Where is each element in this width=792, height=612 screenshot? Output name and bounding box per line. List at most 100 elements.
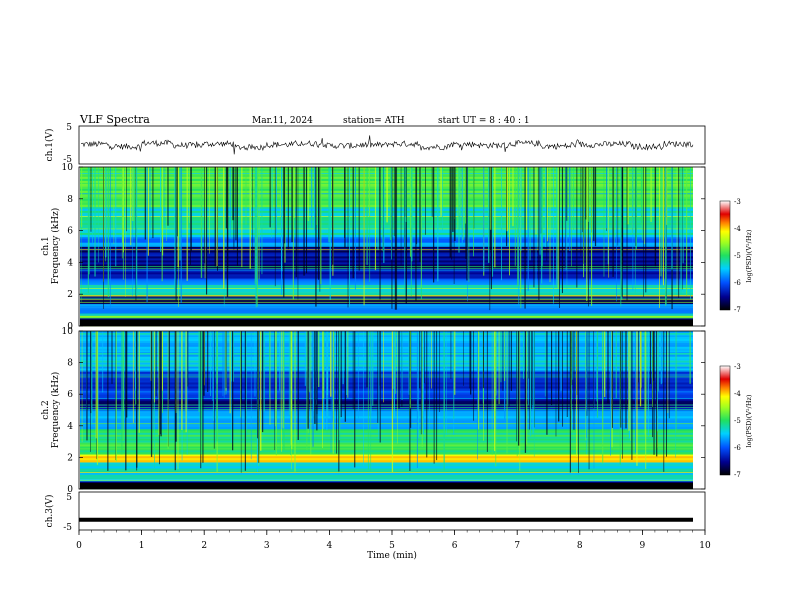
ch1-colorbar-tick-1: -3 — [734, 198, 741, 206]
spectrogram-streak — [538, 167, 540, 300]
spectrogram-streak — [222, 331, 224, 397]
spectrogram-streak — [454, 167, 456, 241]
spectrogram-streak — [230, 331, 232, 443]
spectrogram-band — [80, 470, 693, 474]
spectrogram-band — [80, 392, 693, 395]
spectrogram-streak — [416, 331, 418, 468]
spectrogram-streak — [490, 167, 492, 290]
spectrogram-band — [80, 388, 693, 391]
spectrogram-streak — [440, 167, 442, 216]
spectrogram-streak — [690, 167, 691, 300]
spectrogram-streak — [553, 167, 554, 304]
spectrogram-streak — [529, 331, 532, 437]
spectrogram-streak — [546, 167, 548, 261]
spectrogram-band — [80, 228, 693, 232]
spectrogram-streak — [405, 167, 407, 304]
spectrogram-streak — [311, 167, 313, 228]
spectrogram-band — [80, 272, 693, 275]
spectrogram-streak — [483, 331, 484, 389]
spectrogram-streak — [603, 167, 605, 277]
spectrogram-streak — [446, 331, 447, 436]
frequency-tick-label: 10 — [62, 163, 74, 173]
spectrogram-band — [80, 270, 693, 273]
spectrogram-band — [80, 474, 693, 478]
spectrogram-line — [80, 297, 693, 299]
spectrogram-line — [80, 414, 693, 416]
spectrogram-streak — [539, 167, 541, 255]
spectrogram-streak — [565, 167, 566, 268]
spectrogram-streak — [199, 331, 201, 433]
spectrogram-streak — [166, 167, 167, 241]
spectrogram-band — [80, 346, 693, 350]
spectrogram-streak — [625, 331, 627, 429]
ch1-trace — [80, 135, 694, 155]
spectrogram-streak — [257, 167, 259, 307]
spectrogram-streak — [344, 331, 346, 422]
spectrogram-streak — [586, 167, 588, 230]
spectrogram-streak — [578, 331, 579, 473]
spectrogram-streak — [281, 167, 283, 272]
spectrogram-streak — [133, 167, 135, 226]
time-tick-label: 3 — [264, 541, 270, 551]
spectrogram-streak — [585, 167, 587, 220]
spectrogram-streak — [315, 167, 317, 307]
spectrogram-streak — [115, 331, 116, 460]
spectrogram-band — [80, 400, 693, 403]
spectrogram-band — [80, 452, 693, 455]
spectrogram-streak — [258, 167, 260, 280]
spectrogram-streak — [467, 167, 468, 302]
spectrogram-streak — [81, 331, 83, 443]
spectrogram-streak — [190, 167, 191, 265]
spectrogram-streak — [396, 167, 398, 310]
spectrogram-streak — [488, 167, 490, 263]
spectrogram-streak — [661, 331, 663, 384]
spectrogram-streak — [115, 167, 117, 267]
spectrogram-streak — [678, 167, 680, 298]
spectrogram-streak — [641, 167, 643, 241]
spectrogram-streak — [689, 331, 691, 384]
spectrogram-streak — [676, 167, 678, 290]
spectrogram-streak — [233, 331, 234, 382]
spectrogram-streak — [240, 331, 241, 418]
spectrogram-streak — [501, 167, 502, 281]
spectrogram-streak — [191, 167, 192, 251]
spectrogram-streak — [314, 167, 316, 231]
spectrogram-streak — [523, 331, 524, 379]
spectrogram-streak — [244, 331, 246, 471]
spectrogram-streak — [271, 167, 273, 224]
spectrogram-band — [80, 295, 693, 299]
spectrogram-streak — [160, 331, 162, 437]
spectrogram-line — [80, 299, 693, 301]
spectrogram-band — [80, 278, 693, 281]
spectrogram-streak — [570, 331, 572, 433]
spectrogram-streak — [363, 331, 364, 467]
spectrogram-band — [80, 434, 693, 438]
spectrogram-streak — [404, 167, 406, 296]
spectrogram-line — [80, 423, 693, 425]
spectrogram-streak — [617, 167, 619, 246]
spectrogram-streak — [257, 331, 259, 439]
spectrogram-streak — [204, 167, 205, 264]
spectrogram-streak — [226, 167, 229, 298]
spectrogram-streak — [338, 331, 341, 441]
spectrogram-streak — [682, 167, 683, 290]
spectrogram-streak — [91, 331, 93, 425]
spectrogram-band — [80, 444, 693, 447]
ch2-frequency-ticks: 0 2 4 6 8 10 — [62, 327, 705, 495]
spectrogram-streak — [291, 167, 293, 243]
spectrogram-streak — [566, 167, 568, 221]
spectrogram-band — [80, 303, 693, 306]
spectrogram-streak — [516, 331, 518, 457]
spectrogram-streak — [506, 331, 508, 454]
spectrogram-line — [80, 376, 693, 378]
ch1-colorbar-gradient — [719, 200, 731, 311]
spectrogram-line — [80, 352, 693, 353]
ch2-colorbar-tick-5: -7 — [734, 471, 741, 479]
spectrogram-streak — [666, 167, 668, 225]
ch3-frame — [78, 491, 706, 531]
spectrogram-streak — [231, 331, 232, 382]
spectrogram-band — [80, 429, 693, 432]
spectrogram-streak — [529, 167, 531, 261]
spectrogram-band — [80, 358, 693, 361]
spectrogram-band — [80, 372, 693, 375]
